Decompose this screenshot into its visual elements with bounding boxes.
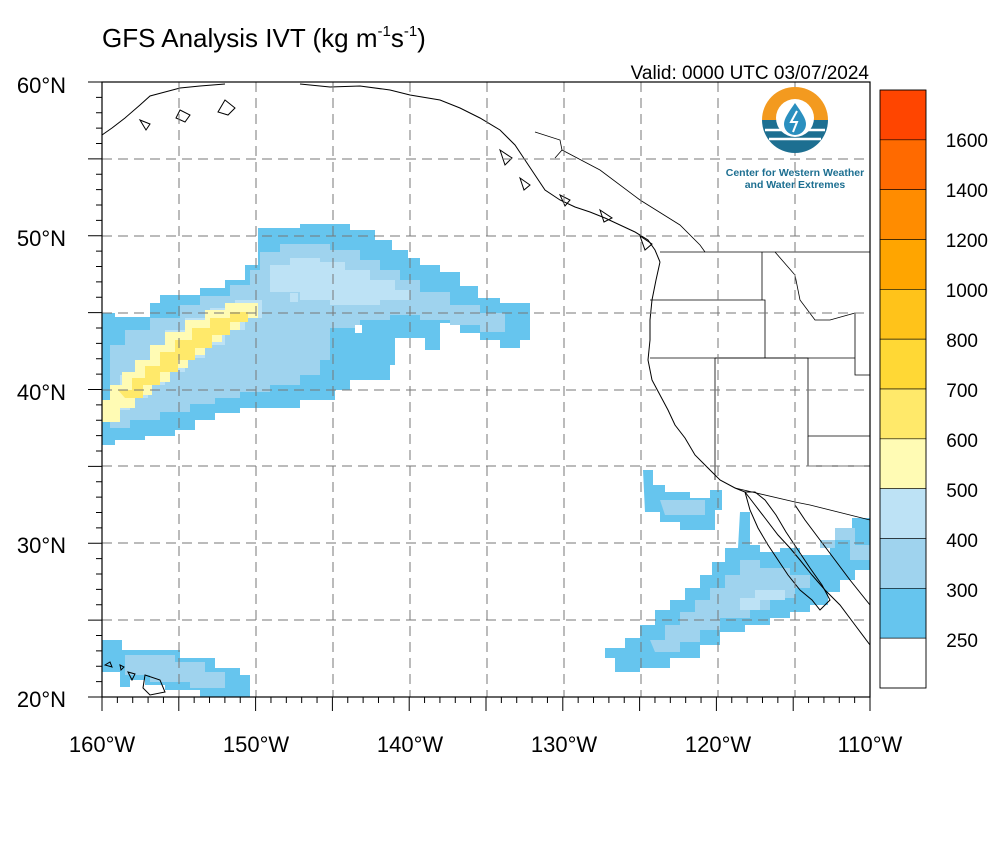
ivt-region bbox=[290, 293, 298, 302]
colorbar-bin bbox=[879, 637, 927, 689]
colorbar-bin bbox=[879, 139, 927, 190]
political-borders bbox=[534, 131, 871, 521]
colorbar-bin bbox=[879, 388, 927, 440]
valid-time-label: Valid: 0000 UTC 03/07/2024 bbox=[631, 63, 870, 84]
lon-label-120w: 120°W bbox=[685, 732, 752, 757]
colorbar-label-1000: 1000 bbox=[946, 281, 988, 302]
colorbar-bin bbox=[879, 338, 927, 390]
colorbar-label-400: 400 bbox=[946, 531, 978, 552]
lon-label-150w: 150°W bbox=[223, 732, 290, 757]
colorbar-bin bbox=[879, 588, 927, 639]
lat-label-20: 20°N bbox=[17, 687, 66, 712]
longitude-labels: 160°W 150°W 140°W 130°W 120°W 110°W bbox=[69, 732, 903, 757]
lon-label-110w: 110°W bbox=[838, 732, 903, 757]
ivt-region bbox=[740, 590, 785, 610]
colorbar-label-1600: 1600 bbox=[946, 131, 988, 152]
colorbar-label-1400: 1400 bbox=[946, 181, 988, 202]
graticule bbox=[102, 82, 870, 697]
ivt-region bbox=[270, 258, 410, 305]
figure-title: GFS Analysis IVT (kg m-1s-1) bbox=[102, 23, 426, 53]
logo-text-line2: and Water Extremes bbox=[745, 179, 846, 191]
lon-label-140w: 140°W bbox=[377, 732, 444, 757]
lon-label-130w: 130°W bbox=[531, 732, 598, 757]
ivt-region bbox=[650, 560, 810, 652]
axis-ticks bbox=[88, 81, 871, 711]
ivt-region bbox=[820, 528, 870, 560]
lat-label-50: 50°N bbox=[17, 226, 66, 251]
map-panel bbox=[88, 81, 871, 711]
colorbar-label-250: 250 bbox=[946, 631, 978, 652]
colorbar-bin bbox=[879, 538, 927, 589]
colorbar-label-1200: 1200 bbox=[946, 231, 988, 252]
coastlines bbox=[101, 83, 871, 696]
colorbar-bin bbox=[879, 89, 927, 141]
colorbar-label-800: 800 bbox=[946, 331, 978, 352]
ivt-shading bbox=[102, 224, 870, 697]
colorbar-bin bbox=[879, 189, 927, 240]
lat-label-40: 40°N bbox=[17, 380, 66, 405]
colorbar-bin bbox=[879, 488, 927, 539]
cw3e-logo: Center for Western Weather and Water Ext… bbox=[726, 87, 864, 191]
colorbar-label-300: 300 bbox=[946, 581, 978, 602]
ivt-region bbox=[125, 655, 225, 688]
colorbar-labels: 1600 1400 1200 1000 800 700 600 500 400 … bbox=[946, 131, 988, 652]
water-drop-sun-icon bbox=[762, 87, 828, 153]
colorbar-bin bbox=[879, 239, 927, 290]
colorbar: 1600 1400 1200 1000 800 700 600 500 400 … bbox=[879, 89, 988, 689]
ivt-region bbox=[118, 312, 248, 398]
colorbar-label-500: 500 bbox=[946, 481, 978, 502]
colorbar-label-700: 700 bbox=[946, 381, 978, 402]
colorbar-label-600: 600 bbox=[946, 431, 978, 452]
latitude-labels: 60°N 50°N 40°N 30°N 20°N bbox=[17, 73, 66, 712]
ivt-region bbox=[660, 500, 705, 515]
map-frame bbox=[101, 81, 871, 698]
logo-text-line1: Center for Western Weather bbox=[726, 167, 864, 179]
colorbar-bins bbox=[879, 89, 927, 689]
ivt-region bbox=[355, 325, 362, 333]
lat-label-30: 30°N bbox=[17, 533, 66, 558]
colorbar-bin bbox=[879, 438, 927, 489]
colorbar-bin bbox=[879, 289, 927, 340]
lon-label-160w: 160°W bbox=[69, 732, 136, 757]
lat-label-60: 60°N bbox=[17, 73, 66, 98]
